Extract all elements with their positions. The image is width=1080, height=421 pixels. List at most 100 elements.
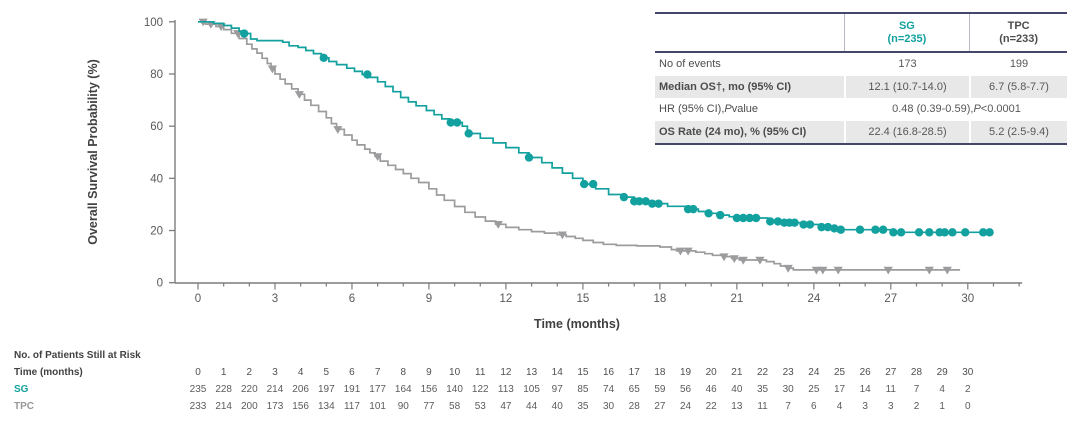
risk-value: 14 — [859, 384, 871, 395]
risk-value: 235 — [189, 384, 207, 395]
censor-mark-sg — [464, 129, 473, 138]
censor-mark-tpc — [719, 253, 729, 262]
censor-mark-tpc — [333, 126, 343, 134]
median-os-tpc: 6.7 (5.8-7.7) — [971, 75, 1067, 98]
risk-value: 29 — [936, 367, 948, 378]
os-rate-tpc: 5.2 (2.5-9.4) — [971, 120, 1067, 143]
hr-value-suffix: <0.0001 — [980, 103, 1021, 116]
censor-mark-sg — [773, 217, 783, 226]
stats-table: SG (n=235) TPC (n=233) No of events 173 … — [655, 12, 1067, 145]
risk-value: 0 — [965, 401, 971, 412]
risk-value: 5 — [323, 367, 330, 378]
censor-mark-tpc — [729, 255, 739, 264]
x-tick-label: 15 — [577, 293, 590, 305]
hr-label-p: P — [724, 103, 732, 116]
row-label: No of events — [659, 58, 721, 71]
censor-mark-sg — [830, 224, 839, 233]
x-tick-label: 3 — [272, 293, 278, 305]
hr-label-suffix: value — [731, 103, 759, 116]
risk-value: 7 — [374, 367, 381, 378]
risk-value: 13 — [731, 401, 743, 412]
censor-mark-tpc — [373, 153, 383, 162]
series-tpc-curve — [198, 18, 961, 275]
risk-value: 18 — [654, 367, 666, 378]
hr-value-prefix: 0.48 (0.39-0.59), — [892, 103, 974, 116]
risk-value: 1 — [939, 401, 945, 412]
censor-mark-sg — [619, 192, 629, 202]
x-tick-label: 0 — [195, 293, 201, 305]
os-rate-sg: 22.4 (16.8-28.5) — [846, 120, 969, 143]
censor-mark-tpc — [493, 221, 503, 229]
x-tick-label: 30 — [961, 293, 974, 305]
risk-value: 24 — [679, 401, 692, 412]
risk-value: 65 — [628, 384, 640, 395]
censor-mark-sg — [889, 228, 898, 237]
censor-mark-tpc — [683, 247, 693, 256]
censor-mark-sg — [799, 220, 808, 229]
risk-value: 74 — [602, 384, 615, 395]
risk-value: 3 — [888, 401, 894, 412]
risk-value: 7 — [785, 401, 791, 412]
stats-row-events: No of events 173 199 — [655, 53, 1067, 76]
risk-value: 28 — [910, 367, 923, 378]
events-sg: 173 — [898, 58, 917, 71]
censor-mark-tpc — [883, 266, 893, 275]
risk-value: 21 — [731, 367, 743, 378]
censor-mark-sg — [978, 228, 988, 237]
risk-value: 14 — [551, 367, 563, 378]
risk-value: 28 — [628, 401, 640, 412]
risk-value: 1 — [220, 367, 227, 378]
risk-value: 105 — [523, 384, 540, 395]
censor-mark-sg — [871, 225, 880, 234]
risk-value: 134 — [317, 401, 335, 412]
x-tick-label: 12 — [500, 293, 513, 305]
y-tick-label: 80 — [150, 69, 163, 81]
hr-value: 0.48 (0.39-0.59), P <0.0001 — [846, 98, 1067, 121]
risk-value: 2 — [965, 384, 971, 395]
risk-value: 6 — [811, 401, 817, 412]
risk-value: 97 — [551, 384, 563, 395]
y-tick-label: 20 — [150, 226, 163, 238]
x-tick-label: 24 — [807, 293, 820, 305]
risk-value: 117 — [343, 401, 360, 412]
at-risk-sg-label: SG — [14, 384, 29, 395]
risk-value: 0 — [195, 367, 201, 378]
hr-label-prefix: HR (95% CI), — [659, 103, 725, 116]
stats-row-os-rate: OS Rate (24 mo), % (95% CI) 22.4 (16.8-2… — [655, 120, 1067, 143]
censor-mark-sg — [855, 225, 865, 234]
risk-value: 113 — [497, 384, 514, 395]
risk-value: 53 — [474, 401, 486, 412]
risk-value: 191 — [343, 384, 361, 395]
risk-value: 2 — [913, 401, 920, 412]
risk-value: 25 — [833, 367, 846, 378]
events-tpc: 199 — [1009, 58, 1029, 71]
censor-mark-sg — [363, 70, 372, 79]
tpc-n: (n=233) — [999, 32, 1039, 45]
risk-value: 156 — [292, 401, 309, 412]
risk-value: 17 — [628, 367, 640, 378]
risk-value: 47 — [500, 401, 512, 412]
censor-mark-sg — [790, 218, 799, 227]
censor-mark-sg — [579, 179, 589, 189]
censor-mark-sg — [715, 210, 725, 220]
censor-mark-sg — [452, 118, 462, 127]
censor-mark-sg — [914, 228, 924, 237]
risk-value: 8 — [400, 367, 407, 378]
row-label: Median OS†, mo (95% CI) — [655, 75, 844, 98]
risk-value: 35 — [577, 401, 589, 412]
risk-value: 140 — [446, 384, 463, 395]
risk-value: 20 — [705, 367, 717, 378]
risk-value: 156 — [420, 384, 438, 395]
censor-mark-sg — [766, 217, 775, 226]
risk-value: 58 — [449, 401, 461, 412]
censor-mark-sg — [896, 228, 906, 237]
risk-value: 2 — [246, 367, 253, 378]
row-label: OS Rate (24 mo), % (95% CI) — [655, 120, 844, 143]
censor-mark-sg — [647, 199, 657, 208]
censor-mark-sg — [732, 213, 742, 223]
risk-value: 6 — [349, 367, 355, 378]
risk-value: 90 — [397, 401, 409, 412]
stats-row-hr: HR (95% CI), P value 0.48 (0.39-0.59), P… — [655, 98, 1067, 121]
at-risk-title: No. of Patients Still at Risk — [14, 350, 141, 361]
risk-value: 11 — [757, 401, 768, 412]
